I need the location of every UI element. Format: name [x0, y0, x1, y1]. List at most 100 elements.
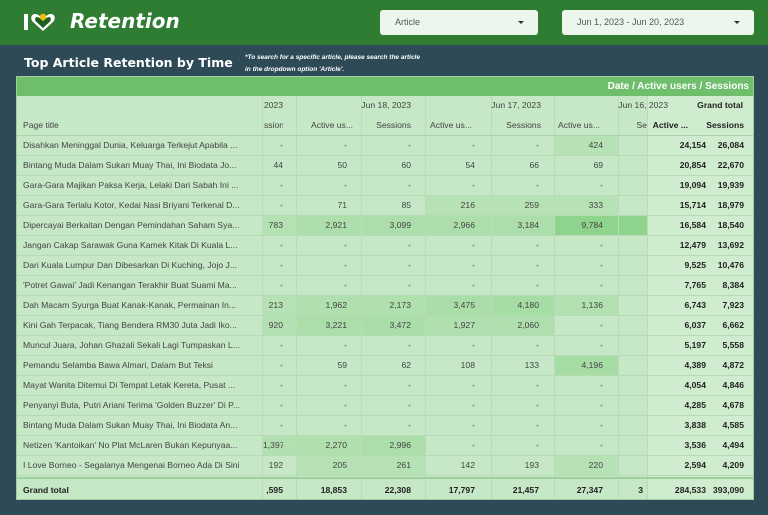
metric-cell: -	[280, 400, 283, 410]
metric-cell: -	[280, 200, 283, 210]
column-separator	[262, 96, 263, 499]
heat-cell	[361, 436, 425, 456]
metric-cell: -	[472, 380, 475, 390]
metric-cell: -	[344, 180, 347, 190]
heat-cell	[361, 296, 425, 316]
date-range-picker[interactable]: Jun 1, 2023 - Jun 20, 2023	[562, 10, 754, 35]
page-title-cell: Dipercayai Berkaitan Dengan Pemindahan S…	[23, 220, 240, 230]
section-title: Top Article Retention by Time	[24, 55, 233, 70]
metric-header: Se	[636, 120, 647, 130]
grand-total-sessions-cell: 19,939	[717, 180, 744, 190]
metric-cell: 4,180	[517, 300, 539, 310]
page-title-cell: Dari Kuala Lumpur Dan Dibesarkan Di Kuch…	[23, 260, 237, 270]
metric-cell: 2,921	[325, 220, 347, 230]
grand-total-active-users-cell: 3,838	[684, 420, 706, 430]
metric-cell: -	[472, 340, 475, 350]
metric-cell: -	[536, 400, 539, 410]
metric-cell: 60	[401, 160, 411, 170]
page-title-cell: Kini Gah Terpacak, Tiang Bendera RM30 Ju…	[23, 320, 237, 330]
metric-cell: 3,099	[389, 220, 411, 230]
metric-cell: -	[536, 380, 539, 390]
page-title-cell: Bintang Muda Dalam Sukan Muay Thai, Ini …	[23, 160, 237, 170]
grand-total-metric-header: Active ...	[652, 120, 688, 130]
grand-total-active-users-cell: 6,037	[684, 320, 706, 330]
metric-cell: 3,472	[389, 320, 411, 330]
date-header: 2023	[263, 100, 283, 110]
metric-cell: -	[408, 240, 411, 250]
date-header: Jun 17, 2023	[491, 100, 541, 110]
heat-cell	[425, 216, 491, 236]
grand-total-active-users-cell: 4,054	[684, 380, 706, 390]
metric-cell: 3,221	[325, 320, 347, 330]
metric-cell: -	[280, 420, 283, 430]
heat-cell	[554, 456, 618, 476]
column-separator	[361, 96, 362, 499]
metric-cell: -	[536, 420, 539, 430]
row-divider	[17, 275, 753, 276]
metric-cell: -	[600, 240, 603, 250]
metric-cell: 9,784	[581, 220, 603, 230]
grand-total-active-users-cell: 15,714	[679, 200, 706, 210]
metric-cell: -	[536, 280, 539, 290]
metric-cell: -	[344, 140, 347, 150]
metric-cell: 54	[465, 160, 475, 170]
grand-total-sessions-cell: 6,662	[722, 320, 744, 330]
grand-total-sessions-cell: 5,558	[722, 340, 744, 350]
metric-cell: 85	[401, 200, 411, 210]
grand-total-active-users-cell: 4,389	[684, 360, 706, 370]
metric-header: Active us...	[310, 120, 353, 130]
metric-cell: 2,966	[453, 220, 475, 230]
app-title: Retention	[70, 9, 180, 33]
page-title-cell: Bintang Muda Dalam Sukan Muay Thai, Ini …	[23, 420, 238, 430]
metric-cell: 216	[460, 200, 475, 210]
row-divider	[17, 255, 753, 256]
article-dropdown[interactable]: Article	[380, 10, 538, 35]
heat-cell	[425, 196, 491, 216]
heat-cell	[262, 436, 296, 456]
metric-cell: -	[472, 400, 475, 410]
heat-cell	[491, 296, 554, 316]
total-metric-cell: 27,347	[576, 485, 603, 495]
row-divider	[17, 215, 753, 216]
date-header: Jun 18, 2023	[361, 100, 411, 110]
grand-total-active-users-cell: 9,525	[684, 260, 706, 270]
metric-cell: -	[408, 280, 411, 290]
metric-cell: -	[600, 440, 603, 450]
metric-cell: 920	[268, 320, 283, 330]
metric-cell: 1,136	[581, 300, 603, 310]
grand-total-label: Grand total	[23, 485, 69, 495]
metric-cell: 133	[524, 360, 539, 370]
metric-cell: 333	[588, 200, 603, 210]
metric-cell: -	[600, 260, 603, 270]
row-divider	[17, 155, 753, 156]
grand-total-metric-header: Sessions	[706, 120, 744, 130]
metric-cell: -	[472, 440, 475, 450]
metric-cell: -	[600, 320, 603, 330]
metric-cell: -	[472, 420, 475, 430]
search-note: *To search for a specific article, pleas…	[245, 54, 420, 73]
metric-cell: -	[472, 180, 475, 190]
metric-cell: -	[536, 140, 539, 150]
metric-cell: 142	[460, 460, 475, 470]
heat-cell	[491, 216, 554, 236]
metric-cell: 424	[588, 140, 603, 150]
heat-cell	[361, 456, 425, 476]
heat-cell	[296, 316, 361, 336]
metric-cell: -	[344, 420, 347, 430]
grand-total-sessions-cell: 8,384	[722, 280, 744, 290]
column-separator	[296, 96, 297, 499]
metric-cell: 44	[273, 160, 283, 170]
metric-cell: -	[536, 440, 539, 450]
page-title-cell: Muncul Juara, Johan Ghazali Sekali Lagi …	[23, 340, 240, 350]
heat-cell	[296, 436, 361, 456]
metric-cell: 213	[268, 300, 283, 310]
grand-total-sessions-cell: 18,979	[717, 200, 744, 210]
metric-cell: -	[280, 380, 283, 390]
grand-total-active-users-cell: 4,285	[684, 400, 706, 410]
metric-header: Sessions	[376, 120, 411, 130]
metric-cell: -	[408, 140, 411, 150]
grand-total-active-users-cell: 6,743	[684, 300, 706, 310]
heat-cell	[491, 196, 554, 216]
metric-cell: -	[472, 260, 475, 270]
heat-cell	[262, 316, 296, 336]
